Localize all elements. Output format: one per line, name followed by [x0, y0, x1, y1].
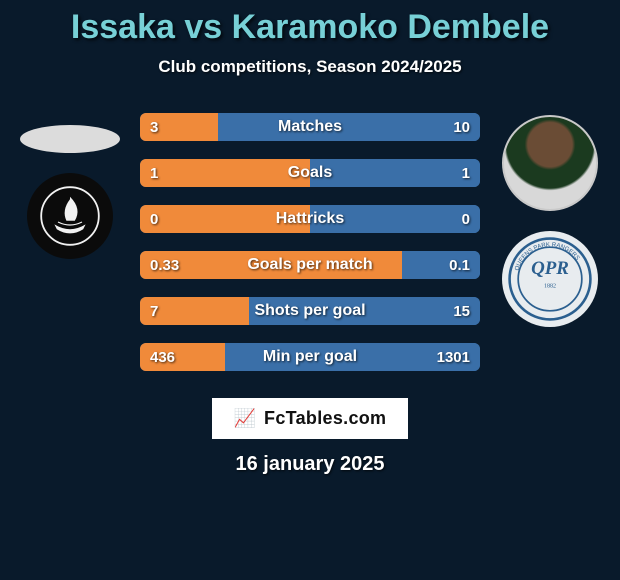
stat-value-left: 3	[150, 119, 158, 136]
stat-value-right: 15	[453, 303, 470, 320]
stat-label: Min per goal	[140, 348, 480, 366]
left-player-photo-placeholder	[20, 125, 120, 153]
right-club-badge: QPR 1882 QUEENS PARK RANGERS	[502, 231, 598, 327]
stat-value-right: 1	[462, 165, 470, 182]
left-player-column	[10, 113, 130, 259]
stat-value-right: 10	[453, 119, 470, 136]
stat-bar: Goals1 1	[140, 159, 480, 187]
stat-value-right: 0.1	[449, 257, 470, 274]
right-player-photo	[502, 115, 598, 211]
stat-value-right: 1301	[437, 349, 470, 366]
qpr-crest-icon: QPR 1882 QUEENS PARK RANGERS	[507, 236, 593, 322]
stat-label: Hattricks	[140, 210, 480, 228]
date-label: 16 january 2025	[236, 453, 385, 476]
left-club-badge	[27, 173, 113, 259]
stat-label: Goals per match	[140, 256, 480, 274]
stat-bar: Hattricks0 0	[140, 205, 480, 233]
stat-value-left: 1	[150, 165, 158, 182]
right-player-column: QPR 1882 QUEENS PARK RANGERS	[490, 113, 610, 327]
footer: 📈 FcTables.com 16 january 2025	[0, 398, 620, 476]
stat-bar: Goals per match0.33 0.1	[140, 251, 480, 279]
sailboat-icon	[40, 186, 100, 246]
stat-value-left: 0	[150, 211, 158, 228]
page-subtitle: Club competitions, Season 2024/2025	[0, 57, 620, 77]
brand-text: FcTables.com	[264, 408, 386, 429]
svg-text:1882: 1882	[544, 284, 556, 290]
stat-bar: Matches3 10	[140, 113, 480, 141]
stat-label: Goals	[140, 164, 480, 182]
stat-bar: Shots per goal7 15	[140, 297, 480, 325]
stat-label: Matches	[140, 118, 480, 136]
stat-value-left: 7	[150, 303, 158, 320]
stat-value-right: 0	[462, 211, 470, 228]
stat-value-left: 0.33	[150, 257, 179, 274]
page-title: Issaka vs Karamoko Dembele	[0, 0, 620, 47]
stat-label: Shots per goal	[140, 302, 480, 320]
stat-bar: Min per goal436 1301	[140, 343, 480, 371]
stats-bars: Matches3 10 Goals1 1 Hattricks0 0 Goals per ma…	[140, 113, 480, 371]
svg-text:QPR: QPR	[531, 258, 569, 279]
brand-badge: 📈 FcTables.com	[212, 398, 409, 439]
stat-value-left: 436	[150, 349, 175, 366]
chart-icon: 📈	[234, 408, 256, 429]
